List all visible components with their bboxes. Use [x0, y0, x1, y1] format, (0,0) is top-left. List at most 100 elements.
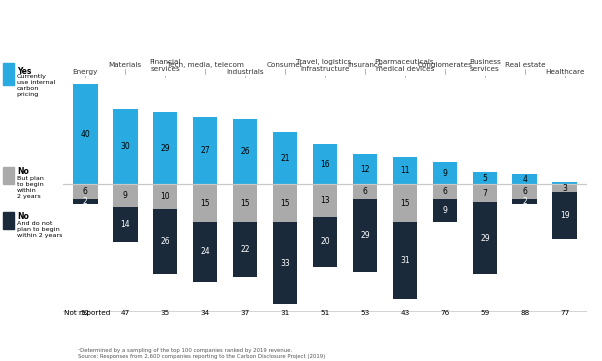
- Bar: [432, 184, 458, 199]
- Text: 10: 10: [160, 192, 170, 201]
- Bar: [353, 199, 377, 272]
- Text: 59: 59: [480, 310, 489, 316]
- Text: Energy: Energy: [72, 69, 98, 75]
- Bar: [393, 157, 417, 184]
- Bar: [153, 112, 178, 184]
- Text: 14: 14: [120, 220, 130, 229]
- Text: 51: 51: [320, 310, 330, 316]
- Bar: [153, 184, 178, 209]
- Text: 53: 53: [361, 310, 370, 316]
- Bar: [113, 207, 137, 242]
- Text: 31: 31: [400, 256, 410, 265]
- Bar: [232, 184, 258, 222]
- Text: 12: 12: [360, 165, 370, 174]
- Text: 37: 37: [240, 310, 250, 316]
- Text: Healthcare: Healthcare: [545, 69, 585, 75]
- Text: Insurance: Insurance: [347, 62, 383, 68]
- Text: Not reported: Not reported: [64, 310, 111, 316]
- Bar: [232, 119, 258, 184]
- Text: 35: 35: [161, 310, 170, 316]
- Text: 29: 29: [480, 234, 489, 243]
- Bar: [473, 172, 497, 184]
- Text: 31: 31: [281, 310, 290, 316]
- Text: 19: 19: [560, 211, 569, 220]
- Text: 3: 3: [562, 184, 567, 193]
- Text: 30: 30: [120, 142, 130, 151]
- Bar: [353, 155, 377, 184]
- Text: 29: 29: [360, 231, 370, 240]
- Bar: [312, 184, 337, 217]
- Text: 21: 21: [281, 154, 290, 162]
- Bar: [193, 117, 217, 184]
- Text: 24: 24: [200, 247, 210, 256]
- Bar: [393, 184, 417, 222]
- Bar: [432, 162, 458, 184]
- Text: 77: 77: [560, 310, 569, 316]
- Bar: [273, 184, 297, 222]
- Text: Tech, media, telecom: Tech, media, telecom: [167, 62, 244, 68]
- Text: 6: 6: [523, 187, 527, 196]
- Bar: [73, 184, 98, 199]
- Text: Industrials: Industrials: [226, 69, 264, 75]
- Text: 4: 4: [523, 175, 527, 184]
- Text: Travel, logistics,
infrastructure: Travel, logistics, infrastructure: [296, 59, 354, 72]
- Bar: [113, 109, 137, 184]
- Bar: [512, 199, 537, 204]
- Text: 15: 15: [200, 199, 210, 208]
- Text: 29: 29: [160, 144, 170, 153]
- Bar: [232, 222, 258, 277]
- Text: And do not
plan to begin
within 2 years: And do not plan to begin within 2 years: [17, 221, 63, 238]
- Text: 2: 2: [523, 197, 527, 206]
- Bar: [353, 184, 377, 199]
- Text: 26: 26: [240, 147, 250, 156]
- Bar: [312, 217, 337, 267]
- Text: 40: 40: [80, 130, 90, 139]
- Bar: [153, 209, 178, 274]
- Text: 7: 7: [482, 188, 488, 197]
- Bar: [473, 184, 497, 202]
- Text: No: No: [17, 167, 29, 176]
- Bar: [312, 144, 337, 184]
- Text: 6: 6: [82, 187, 87, 196]
- Text: 9: 9: [442, 206, 447, 215]
- Bar: [553, 184, 577, 192]
- Text: 6: 6: [362, 187, 367, 196]
- Text: Yes: Yes: [17, 67, 31, 76]
- Text: 15: 15: [280, 199, 290, 208]
- Bar: [512, 174, 537, 184]
- Text: 15: 15: [400, 199, 410, 208]
- Text: 34: 34: [200, 310, 209, 316]
- Bar: [553, 192, 577, 239]
- Text: Materials: Materials: [108, 62, 141, 68]
- Bar: [432, 199, 458, 222]
- Text: Currently
use internal
carbon
pricing: Currently use internal carbon pricing: [17, 74, 55, 97]
- Text: But plan
to begin
within
2 years: But plan to begin within 2 years: [17, 176, 44, 200]
- Text: 11: 11: [400, 166, 410, 175]
- Text: 27: 27: [200, 146, 210, 155]
- Text: 9: 9: [442, 169, 447, 178]
- Text: 76: 76: [440, 310, 450, 316]
- Text: 88: 88: [520, 310, 530, 316]
- Text: 15: 15: [240, 199, 250, 208]
- Bar: [193, 222, 217, 282]
- Text: 6: 6: [442, 187, 447, 196]
- Bar: [473, 202, 497, 274]
- Text: Real estate: Real estate: [504, 62, 545, 68]
- Bar: [73, 84, 98, 184]
- Text: 2: 2: [82, 197, 87, 206]
- Bar: [113, 184, 137, 207]
- Text: Pharmaceuticals,
medical devices: Pharmaceuticals, medical devices: [374, 59, 436, 72]
- Bar: [73, 199, 98, 204]
- Text: No: No: [17, 212, 29, 221]
- Text: ¹Determined by a sampling of the top 100 companies ranked by 2019 revenue.
Sourc: ¹Determined by a sampling of the top 100…: [78, 348, 326, 359]
- Text: 26: 26: [160, 237, 170, 246]
- Text: 5: 5: [482, 174, 488, 183]
- Bar: [553, 182, 577, 184]
- Bar: [273, 222, 297, 304]
- Text: Conglomerates: Conglomerates: [418, 62, 473, 68]
- Text: 52: 52: [81, 310, 90, 316]
- Text: 20: 20: [320, 237, 330, 246]
- Bar: [512, 184, 537, 199]
- Bar: [393, 222, 417, 299]
- Text: 33: 33: [280, 258, 290, 268]
